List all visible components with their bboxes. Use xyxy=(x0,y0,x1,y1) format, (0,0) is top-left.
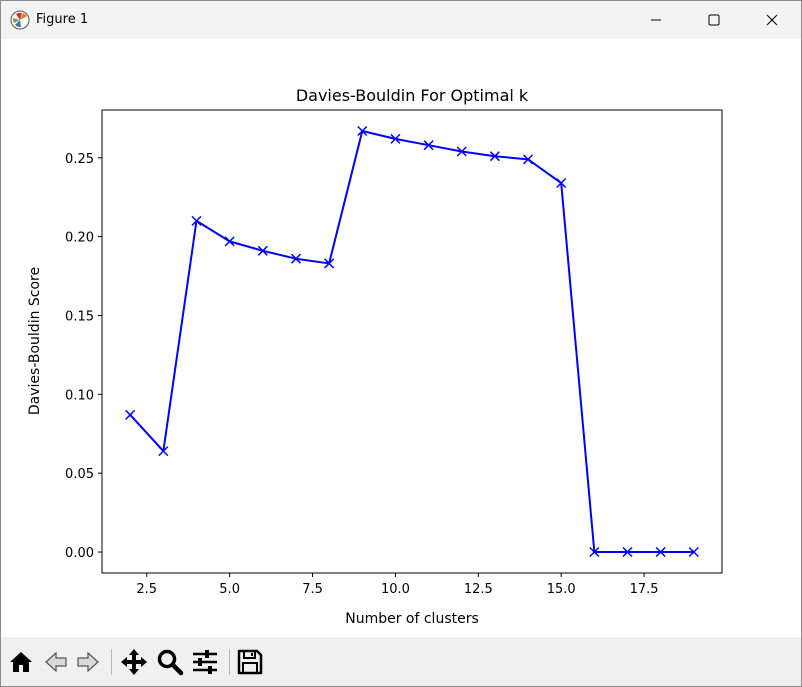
toolbar-separator xyxy=(111,649,112,675)
data-point-marker xyxy=(589,546,600,558)
forward-button[interactable] xyxy=(73,647,103,677)
marker-stroke xyxy=(589,546,600,558)
y-axis-label: Davies-Bouldin Score xyxy=(27,267,43,415)
maximize-button[interactable] xyxy=(685,1,743,39)
chart-title: Davies-Bouldin For Optimal k xyxy=(296,86,529,105)
back-button[interactable] xyxy=(41,647,71,677)
y-tick-label: 0.00 xyxy=(65,546,94,561)
y-tick-label: 0.15 xyxy=(65,309,94,324)
forward-arrow-icon xyxy=(77,651,99,673)
data-point-marker xyxy=(423,140,434,151)
marker-stroke xyxy=(489,151,500,162)
home-button[interactable] xyxy=(6,647,36,677)
y-tick-label: 0.25 xyxy=(65,152,94,167)
x-tick-label: 2.5 xyxy=(136,582,157,597)
marker-stroke xyxy=(423,140,434,151)
zoom-button[interactable] xyxy=(155,647,185,677)
data-point-marker xyxy=(622,546,633,558)
y-axis-ticks: 0.00 0.05 0.10 0.15 0.20 0.25 xyxy=(65,152,102,561)
y-tick-label: 0.10 xyxy=(65,388,94,403)
series-davies-bouldin xyxy=(125,125,699,558)
x-axis-label: Number of clusters xyxy=(345,611,479,627)
x-tick-label: 12.5 xyxy=(464,582,493,597)
x-tick-label: 10.0 xyxy=(381,582,410,597)
data-point-marker xyxy=(290,253,301,264)
data-point-marker xyxy=(191,215,202,226)
marker-stroke xyxy=(290,253,301,264)
data-point-marker xyxy=(158,446,169,457)
marker-stroke xyxy=(456,146,467,157)
marker-stroke xyxy=(357,125,368,137)
y-tick-label: 0.20 xyxy=(65,231,94,246)
title-bar[interactable]: Figure 1 xyxy=(1,1,801,39)
marker-stroke xyxy=(158,446,169,457)
matplotlib-icon xyxy=(10,10,30,30)
marker-stroke xyxy=(688,546,699,558)
close-icon xyxy=(766,14,778,26)
save-button[interactable] xyxy=(235,647,265,677)
floppy-disk-icon xyxy=(237,649,263,675)
data-point-marker xyxy=(489,151,500,162)
marker-stroke xyxy=(324,258,335,269)
data-point-marker xyxy=(357,125,368,137)
marker-stroke xyxy=(622,546,633,558)
minimize-icon xyxy=(651,19,661,21)
navigation-toolbar xyxy=(1,637,801,686)
minimize-button[interactable] xyxy=(627,1,685,39)
move-icon xyxy=(121,649,147,675)
marker-stroke xyxy=(125,409,136,420)
data-point-marker xyxy=(556,177,567,189)
y-tick-label: 0.05 xyxy=(65,467,94,482)
maximize-icon xyxy=(708,14,720,26)
data-point-marker xyxy=(655,546,666,558)
figure-canvas[interactable]: Davies-Bouldin For Optimal k 2.5 5.0 7.5 10… xyxy=(1,39,801,637)
marker-stroke xyxy=(523,154,534,165)
sliders-icon xyxy=(193,650,217,674)
x-tick-label: 17.5 xyxy=(630,582,659,597)
x-tick-label: 7.5 xyxy=(302,582,323,597)
marker-stroke xyxy=(390,133,401,144)
marker-stroke xyxy=(655,546,666,558)
data-point-marker xyxy=(523,154,534,165)
close-button[interactable] xyxy=(743,1,801,39)
marker-stroke xyxy=(556,177,567,189)
magnifier-icon xyxy=(157,649,184,676)
data-point-marker xyxy=(324,258,335,269)
configure-subplots-button[interactable] xyxy=(190,647,220,677)
x-tick-label: 5.0 xyxy=(219,582,240,597)
data-point-marker xyxy=(390,133,401,144)
x-tick-label: 15.0 xyxy=(547,582,576,597)
data-point-marker xyxy=(257,245,268,256)
back-arrow-icon xyxy=(45,651,67,673)
data-point-marker xyxy=(456,146,467,157)
data-point-marker xyxy=(125,409,136,420)
plot-area xyxy=(101,109,723,574)
data-point-marker xyxy=(688,546,699,558)
window-title: Figure 1 xyxy=(36,12,89,27)
data-point-marker xyxy=(224,236,235,247)
marker-stroke xyxy=(191,215,202,226)
home-icon xyxy=(10,652,32,672)
marker-stroke xyxy=(257,245,268,256)
x-axis-ticks: 2.5 5.0 7.5 10.0 12.5 15.0 17.5 xyxy=(136,573,659,597)
marker-stroke xyxy=(224,236,235,247)
chart[interactable]: Davies-Bouldin For Optimal k 2.5 5.0 7.5 10… xyxy=(1,39,801,637)
toolbar-separator xyxy=(229,649,230,675)
series-line xyxy=(129,129,694,554)
pan-button[interactable] xyxy=(119,647,149,677)
